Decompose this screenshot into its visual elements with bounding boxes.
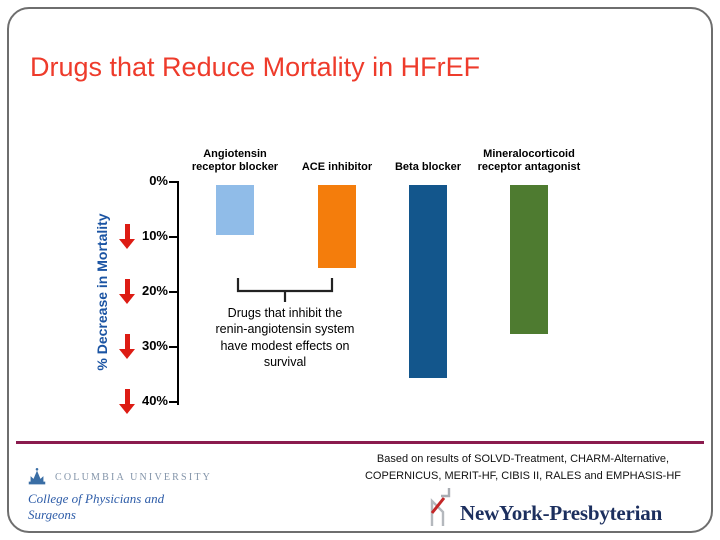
bar-ace [318,185,356,268]
bar-label-ace: ACE inhibitor [301,161,373,174]
red-down-arrow-icon [119,279,135,304]
citation: Based on results of SOLVD-Treatment, CHA… [348,451,698,484]
red-down-arrow-icon [119,389,135,414]
columbia-school-label: College of Physicians and Surgeons [28,491,165,523]
bar-column-mra: Mineralocorticoid receptor antagonist [470,122,588,334]
y-axis-tick-label: 0% [149,173,168,188]
footer-divider [16,441,704,444]
y-axis-tick [169,291,177,293]
bar-arb [216,185,254,235]
y-axis-tick-label: 20% [141,283,168,298]
y-axis-tick-label: 10% [141,228,168,243]
red-down-arrow-icon [119,334,135,359]
bar-column-arb: Angiotensin receptor blocker [190,122,280,235]
columbia-logo: Columbia University College of Physician… [26,467,212,524]
bracket-icon [236,278,334,302]
bar-beta-blocker [409,185,447,378]
y-axis-line [177,181,179,405]
y-axis-tick [169,236,177,238]
bar-label-beta-blocker: Beta blocker [394,161,462,174]
citation-line-1: Based on results of SOLVD-Treatment, CHA… [376,453,670,465]
bar-label-arb: Angiotensin receptor blocker [191,148,279,174]
bar-column-ace: ACE inhibitor [292,122,382,268]
nyp-brand-label: NewYork-Presbyterian [460,501,663,525]
red-down-arrow-icon [119,224,135,249]
bar-mra [510,185,548,334]
nyp-logo: NewYork-Presbyterian [428,486,662,528]
y-axis-tick [169,181,177,183]
y-axis-tick [169,346,177,348]
y-axis-tick-label: 40% [141,393,168,408]
y-axis-tick [169,401,177,403]
columbia-university-label: Columbia University [55,471,213,483]
slide-title: Drugs that Reduce Mortality in HFrEF [30,52,481,82]
nyp-logo-icon [430,488,451,526]
columbia-crown-icon [28,468,46,485]
y-axis-tick-label: 30% [141,338,168,353]
bar-label-mra: Mineralocorticoid receptor antagonist [477,148,581,174]
bar-column-beta-blocker: Beta blocker [384,122,472,378]
citation-line-2: COPERNICUS, MERIT-HF, CIBIS II, RALES an… [364,469,681,482]
y-axis-title: % Decrease in Mortality [94,213,110,371]
chart-annotation: Drugs that inhibit the renin-angiotensin… [215,306,355,369]
